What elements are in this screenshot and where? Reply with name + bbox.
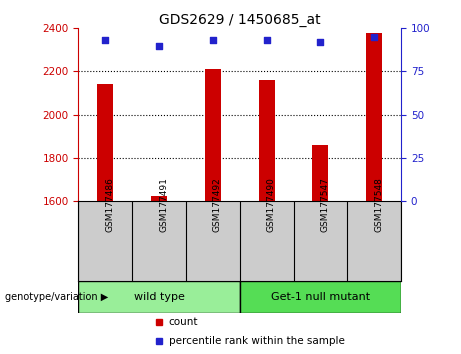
Text: GSM177491: GSM177491 (159, 177, 168, 232)
Text: GSM177492: GSM177492 (213, 178, 222, 232)
Text: percentile rank within the sample: percentile rank within the sample (169, 336, 345, 346)
Bar (313, 145, 328, 201)
Point (101, 38, 109, 43)
Text: GSM177486: GSM177486 (105, 177, 114, 232)
Text: GSM177490: GSM177490 (266, 177, 276, 232)
Text: Get-1 null mutant: Get-1 null mutant (271, 292, 370, 302)
Bar (366, 33, 382, 201)
Text: GSM177547: GSM177547 (320, 177, 330, 232)
Bar (78, 281, 240, 313)
Bar (151, 196, 167, 201)
Point (317, 39, 324, 45)
Title: GDS2629 / 1450685_at: GDS2629 / 1450685_at (159, 13, 320, 27)
Bar (240, 281, 401, 313)
Bar (97, 84, 113, 201)
Point (155, 43, 163, 48)
Text: count: count (169, 318, 198, 327)
Point (371, 34, 378, 40)
Bar (205, 69, 221, 201)
Bar (259, 80, 275, 201)
Text: wild type: wild type (134, 292, 184, 302)
Text: GSM177548: GSM177548 (374, 177, 383, 232)
Point (263, 38, 270, 43)
Text: genotype/variation ▶: genotype/variation ▶ (5, 292, 108, 302)
Point (209, 38, 217, 43)
